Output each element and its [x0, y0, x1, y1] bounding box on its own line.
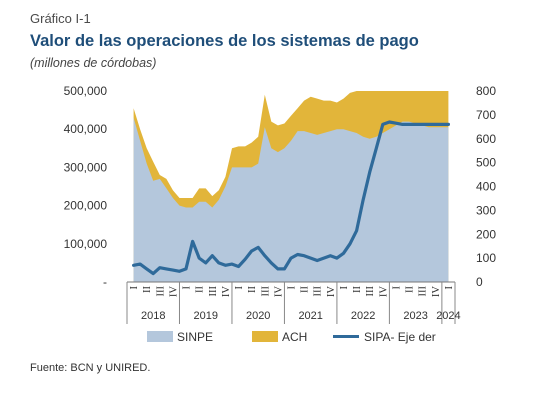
left-tick-label: -: [103, 275, 107, 289]
area-layer: [133, 91, 449, 282]
x-tick-label: II: [142, 286, 153, 293]
line-layer: [132, 120, 450, 276]
year-label: 2024: [436, 310, 460, 322]
source-note: Fuente: BCN y UNIRED.: [30, 362, 151, 374]
year-label: 2018: [141, 310, 165, 322]
x-tick-label: III: [155, 286, 166, 297]
legend-label-sipa: SIPA- Eje der: [364, 330, 436, 344]
legend-sipa: SIPA- Eje der: [333, 330, 436, 344]
legend-ach: ACH: [252, 330, 307, 344]
x-tick-label: IV: [431, 286, 442, 297]
legend-sinpe: SINPE: [147, 330, 213, 344]
left-axis: - 100,000 200,000 300,000 400,000 500,000: [64, 84, 108, 289]
x-tick-label: II: [247, 286, 258, 293]
x-tick-label: II: [352, 286, 363, 293]
chart-canvas: - 100,000 200,000 300,000 400,000 500,000 0 10…: [64, 84, 496, 324]
left-tick-label: 100,000: [64, 237, 108, 251]
x-tick-label: I: [234, 286, 245, 290]
legend-swatch-ach: [252, 331, 278, 342]
legend-swatch-sipa: [333, 335, 359, 338]
right-tick-label: 800: [476, 84, 496, 98]
x-tick-label: IV: [273, 286, 284, 297]
year-label: 2021: [298, 310, 322, 322]
area-sinpe: [133, 117, 449, 282]
legend-label-sinpe: SINPE: [177, 330, 214, 344]
legend-label-ach: ACH: [282, 330, 308, 344]
x-tick-label: I: [392, 286, 403, 290]
chart-subtitle: (millones de córdobas): [30, 56, 157, 70]
right-tick-label: 200: [476, 227, 496, 241]
x-tick-label: II: [405, 286, 416, 293]
left-tick-label: 400,000: [64, 122, 108, 136]
x-tick-label: II: [300, 286, 311, 293]
x-tick-label: I: [339, 286, 350, 290]
x-tick-label: I: [129, 286, 140, 290]
right-tick-label: 600: [476, 132, 496, 146]
x-axis: I II III IV I II III IV I II III IV I II III IV I II III IV…: [126, 281, 461, 324]
right-tick-label: 500: [476, 156, 496, 170]
x-tick-label: I: [182, 286, 193, 290]
x-tick-label: I: [287, 286, 298, 290]
year-label: 2019: [193, 310, 217, 322]
right-tick-label: 0: [476, 275, 483, 289]
x-tick-label: III: [208, 286, 219, 297]
legend-swatch-sinpe: [147, 331, 173, 342]
year-label: 2023: [403, 310, 427, 322]
right-axis: 0 100 200 300 400 500 600 700 800: [476, 84, 496, 289]
year-label: 2020: [246, 310, 270, 322]
x-tick-label: III: [313, 286, 324, 297]
x-tick-label: IV: [326, 286, 337, 297]
line-sipa: [132, 120, 450, 276]
x-tick-label: I: [444, 286, 455, 290]
year-label: 2022: [351, 310, 375, 322]
right-tick-label: 400: [476, 180, 496, 194]
x-tick-label: III: [365, 286, 376, 297]
chart-kicker: Gráfico I-1: [30, 11, 91, 26]
left-tick-label: 300,000: [64, 160, 108, 174]
x-tick-label: IV: [221, 286, 232, 297]
right-tick-label: 700: [476, 108, 496, 122]
x-tick-label: II: [195, 286, 206, 293]
left-tick-label: 500,000: [64, 84, 108, 98]
x-tick-label: IV: [168, 286, 179, 297]
x-tick-label: IV: [378, 286, 389, 297]
left-tick-label: 200,000: [64, 199, 108, 213]
right-tick-label: 100: [476, 251, 496, 265]
x-tick-label: III: [260, 286, 271, 297]
right-tick-label: 300: [476, 203, 496, 217]
x-tick-label: III: [418, 286, 429, 297]
chart-title: Valor de las operaciones de los sistemas…: [30, 32, 419, 50]
